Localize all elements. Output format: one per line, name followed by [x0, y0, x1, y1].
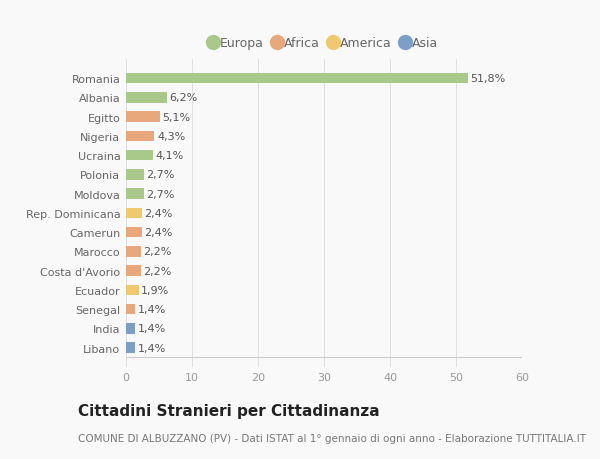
Text: 2,7%: 2,7% — [146, 189, 175, 199]
Text: 1,4%: 1,4% — [138, 343, 166, 353]
Text: 1,4%: 1,4% — [138, 304, 166, 314]
Legend: Europa, Africa, America, Asia: Europa, Africa, America, Asia — [210, 37, 438, 50]
Bar — [126, 285, 139, 296]
Bar — [126, 266, 140, 276]
Text: 5,1%: 5,1% — [162, 112, 190, 123]
Text: Cittadini Stranieri per Cittadinanza: Cittadini Stranieri per Cittadinanza — [78, 403, 380, 419]
Text: COMUNE DI ALBUZZANO (PV) - Dati ISTAT al 1° gennaio di ogni anno - Elaborazione : COMUNE DI ALBUZZANO (PV) - Dati ISTAT al… — [78, 433, 586, 442]
Text: 1,9%: 1,9% — [141, 285, 169, 295]
Bar — [126, 227, 142, 238]
Bar — [126, 170, 144, 180]
Bar — [126, 246, 140, 257]
Text: 4,1%: 4,1% — [156, 151, 184, 161]
Text: 2,2%: 2,2% — [143, 266, 172, 276]
Text: 2,2%: 2,2% — [143, 247, 172, 257]
Bar — [126, 151, 153, 161]
Text: 2,7%: 2,7% — [146, 170, 175, 180]
Bar — [126, 324, 135, 334]
Bar — [126, 343, 135, 353]
Bar — [126, 208, 142, 219]
Text: 4,3%: 4,3% — [157, 132, 185, 141]
Bar — [126, 131, 154, 142]
Bar — [126, 304, 135, 315]
Text: 6,2%: 6,2% — [170, 93, 198, 103]
Bar — [126, 93, 167, 103]
Text: 2,4%: 2,4% — [145, 208, 173, 218]
Bar — [126, 189, 144, 200]
Text: 2,4%: 2,4% — [145, 228, 173, 238]
Bar — [126, 112, 160, 123]
Text: 1,4%: 1,4% — [138, 324, 166, 334]
Bar — [126, 73, 468, 84]
Text: 51,8%: 51,8% — [470, 74, 506, 84]
